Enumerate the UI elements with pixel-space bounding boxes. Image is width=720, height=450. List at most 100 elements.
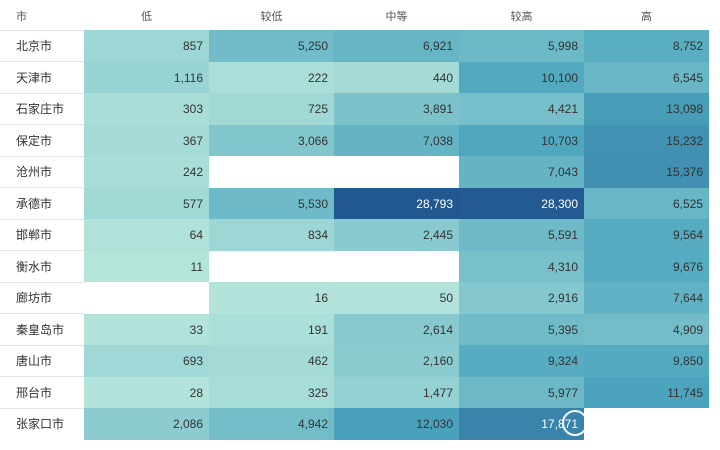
heatmap-cell [334, 156, 459, 188]
heatmap-cell: 6,921 [334, 30, 459, 62]
heatmap-cell: 4,909 [584, 313, 709, 346]
heatmap-cell: 7,043 [459, 156, 584, 188]
row-divider [0, 313, 84, 314]
heatmap-cell: 5,395 [459, 313, 584, 346]
heatmap-cell: 28 [84, 376, 209, 409]
row-divider [0, 124, 84, 125]
heatmap-cell [209, 156, 334, 188]
heatmap-cell: 2,916 [459, 282, 584, 314]
heatmap-cell: 50 [334, 282, 459, 314]
row-label: 衡水市 [16, 259, 53, 274]
heatmap-cell: 7,644 [584, 282, 709, 314]
heatmap-cell: 325 [209, 376, 334, 409]
heatmap-cell [84, 282, 209, 314]
heatmap-cell: 10,100 [459, 61, 584, 94]
row-header-label: 市 [16, 10, 27, 23]
row-label: 廊坊市 [16, 291, 53, 306]
heatmap-cell: 28,300 [459, 187, 584, 220]
row-divider [0, 407, 84, 409]
heatmap-cell: 725 [209, 93, 334, 125]
heatmap-cell [334, 250, 459, 283]
heatmap-cell: 367 [84, 124, 209, 157]
row-label: 北京市 [16, 39, 53, 54]
column-header-1: 较低 [260, 10, 283, 23]
row-divider [0, 250, 84, 251]
heatmap-cell: 15,376 [584, 156, 709, 188]
heatmap-cell: 33 [84, 313, 209, 346]
heatmap-cell: 7,038 [334, 124, 459, 157]
heatmap-cell: 440 [334, 61, 459, 94]
heatmap-cell: 857 [84, 30, 209, 62]
row-label: 唐山市 [16, 354, 53, 369]
column-header-2: 中等 [385, 10, 408, 23]
heatmap-cell [584, 408, 709, 440]
heatmap-cell: 4,942 [209, 408, 334, 440]
heatmap-cell: 13,098 [584, 93, 709, 125]
heatmap-cell: 6,545 [584, 61, 709, 94]
heatmap-cell: 303 [84, 93, 209, 125]
heatmap-cell: 11,745 [584, 376, 709, 409]
heatmap-cell: 5,998 [459, 30, 584, 62]
row-label: 沧州市 [16, 165, 53, 180]
heatmap-cell: 191 [209, 313, 334, 346]
row-divider [0, 92, 84, 94]
heatmap-cell: 242 [84, 156, 209, 188]
row-label: 保定市 [16, 133, 53, 148]
heatmap-cell: 1,116 [84, 61, 209, 94]
heatmap-cell: 4,421 [459, 93, 584, 125]
row-label: 天津市 [16, 70, 53, 85]
column-header-3: 较高 [510, 10, 533, 23]
heatmap-cell: 6,525 [584, 187, 709, 220]
heatmap-cell: 3,891 [334, 93, 459, 125]
heatmap-cell: 222 [209, 61, 334, 94]
heatmap-cell: 9,324 [459, 345, 584, 377]
heatmap-cell: 5,591 [459, 219, 584, 251]
heatmap-cell: 2,086 [84, 408, 209, 440]
heatmap-cell: 2,614 [334, 313, 459, 346]
heatmap-cell: 8,752 [584, 30, 709, 62]
row-divider [0, 61, 84, 62]
row-divider [0, 344, 84, 346]
column-header-0: 低 [141, 10, 152, 23]
row-label: 承德市 [16, 196, 53, 211]
row-label: 石家庄市 [16, 102, 65, 117]
heatmap-cell: 28,793 [334, 187, 459, 220]
row-label: 秦皇岛市 [16, 322, 65, 337]
heatmap-cell [209, 250, 334, 283]
heatmap-cell: 577 [84, 187, 209, 220]
heatmap-cell: 4,310 [459, 250, 584, 283]
heatmap-cell: 3,066 [209, 124, 334, 157]
row-divider [0, 187, 84, 188]
zhihu-logo-icon [562, 410, 589, 436]
row-label: 张家口市 [16, 417, 65, 432]
heatmap-cell: 1,477 [334, 376, 459, 409]
row-divider [0, 29, 84, 31]
column-header-4: 高 [641, 10, 652, 23]
heatmap-cell: 693 [84, 345, 209, 377]
heatmap-cell: 2,160 [334, 345, 459, 377]
row-divider [0, 218, 84, 220]
heatmap-cell: 11 [84, 250, 209, 283]
heatmap-cell: 2,445 [334, 219, 459, 251]
watermark-text: 知乎 @数据蕉 [594, 414, 708, 435]
watermark: 知乎 @数据蕉 [562, 410, 708, 436]
heatmap-cell: 9,564 [584, 219, 709, 251]
heatmap-cell: 10,703 [459, 124, 584, 157]
heatmap-cell: 12,030 [334, 408, 459, 440]
heatmap-cell: 64 [84, 219, 209, 251]
heatmap-cell: 15,232 [584, 124, 709, 157]
row-divider [0, 281, 84, 283]
heatmap-cell: 462 [209, 345, 334, 377]
row-label: 邯郸市 [16, 228, 53, 243]
row-divider [0, 155, 84, 157]
heatmap-cell: 5,530 [209, 187, 334, 220]
heatmap-cell: 5,250 [209, 30, 334, 62]
heatmap-cell: 9,850 [584, 345, 709, 377]
heatmap-cell: 9,676 [584, 250, 709, 283]
heatmap-cell: 5,977 [459, 376, 584, 409]
row-label: 邢台市 [16, 385, 53, 400]
heatmap-cell: 16 [209, 282, 334, 314]
row-divider [0, 376, 84, 377]
heatmap-cell: 834 [209, 219, 334, 251]
